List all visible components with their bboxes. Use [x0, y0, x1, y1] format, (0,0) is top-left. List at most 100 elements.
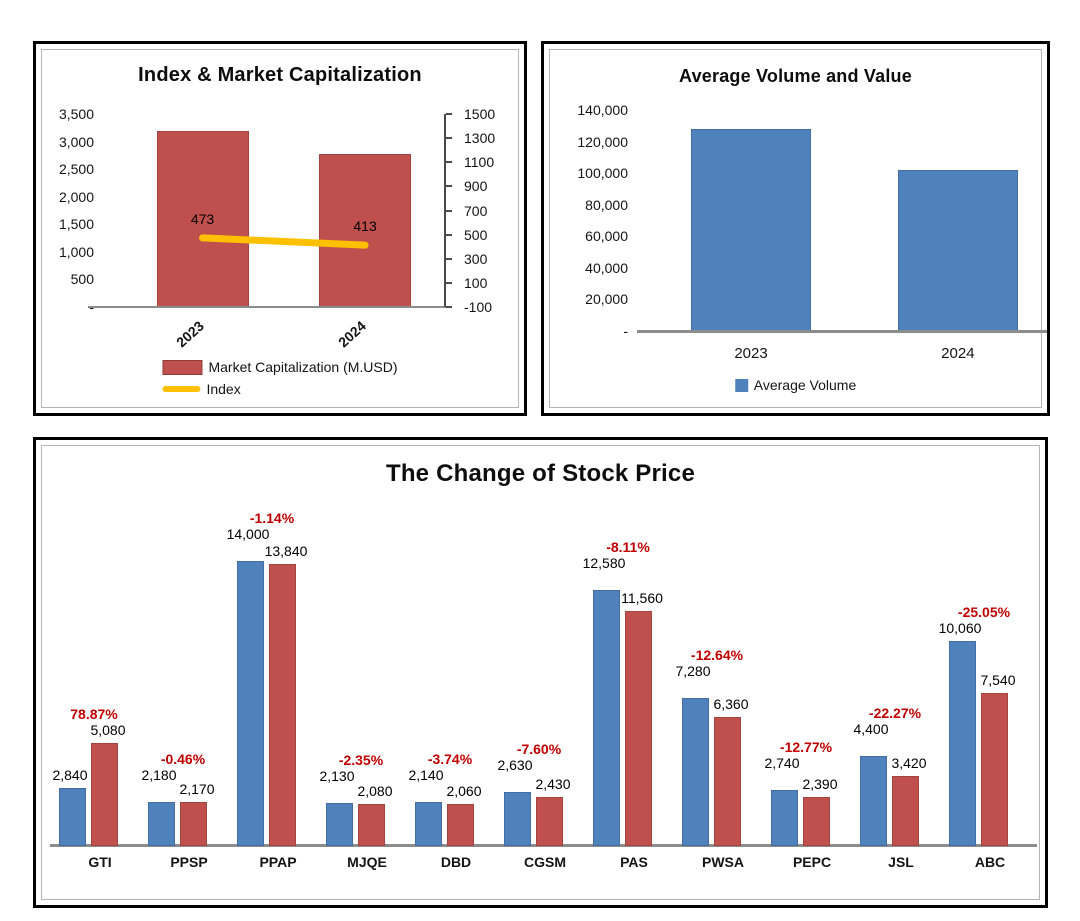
- price-2024-label-PAS: 11,560: [621, 589, 663, 606]
- chart1-right-axis-tick: [446, 209, 452, 212]
- panel-average-volume-frame: Average Volume and Value 140,000 120,000 1…: [549, 49, 1047, 408]
- chart1-title: Index & Market Capitalization: [138, 64, 422, 86]
- price-2023-label-MJQE: 2,130: [319, 767, 355, 784]
- chart2-category-axis: 2023 2024: [647, 345, 1041, 365]
- price-2024-label-GTI: 5,080: [90, 721, 126, 738]
- chart1-right-tick-label: 1100: [464, 154, 495, 171]
- chart3-category-label-PPAP: PPAP: [259, 854, 297, 870]
- price-2024-bar-PEPC: [802, 797, 830, 846]
- chart1-right-tick-label: 500: [464, 226, 488, 243]
- price-2023-label-PWSA: 7,280: [675, 662, 711, 679]
- chart3-plot-area: 2,840 5,080 78.87% 2,180 2,170 -0.46% 14,000 13…: [42, 491, 1045, 847]
- price-2024-bar-GTI: [90, 742, 118, 846]
- chart1-right-tick-label: 300: [464, 250, 488, 267]
- chart1-right-tick-label: -100: [464, 299, 493, 315]
- average-volume-legend-label: Average Volume: [753, 377, 857, 393]
- chart3-category-label-CGSM: CGSM: [524, 854, 566, 870]
- chart3-category-label-PPSP: PPSP: [170, 854, 208, 870]
- average-volume-legend-swatch: [734, 378, 748, 392]
- chart1-right-tick-label: 900: [464, 178, 488, 195]
- chart1-right-axis-tick: [446, 137, 452, 140]
- chart3-category-label-PEPC: PEPC: [792, 854, 832, 870]
- price-2023-bar-PAS: [592, 589, 620, 846]
- price-2023-bar-PPSP: [147, 801, 175, 846]
- price-change-label-JSL: -22.27%: [868, 705, 922, 722]
- chart3-category-label-GTI: GTI: [88, 854, 112, 870]
- price-change-label-MJQE: -2.35%: [338, 751, 384, 768]
- price-2024-label-ABC: 7,540: [980, 671, 1016, 688]
- chart2-y-tick-label: 120,000: [577, 133, 628, 150]
- price-2024-bar-DBD: [446, 804, 474, 846]
- chart1-left-tick-label: 3,000: [58, 133, 94, 150]
- price-2024-bar-MJQE: [357, 803, 385, 846]
- chart3-category-label-MJQE: MJQE: [347, 854, 387, 870]
- price-2023-bar-PPAP: [236, 561, 264, 846]
- chart1-right-tick-label: 700: [464, 202, 488, 219]
- chart1-left-tick-label: 500: [70, 271, 94, 288]
- index-legend-swatch: [162, 386, 201, 392]
- price-2023-bar-PEPC: [770, 790, 798, 846]
- price-2024-label-JSL: 3,420: [891, 755, 927, 772]
- chart3-title: The Change of Stock Price: [385, 460, 696, 487]
- chart2-plot-area: [637, 110, 1047, 333]
- price-2024-label-MJQE: 2,080: [357, 782, 393, 799]
- chart1-right-tick-label: 1300: [464, 130, 496, 147]
- chart1-x-axis-line: [88, 306, 450, 308]
- chart1-left-tick-label: 3,500: [58, 106, 94, 122]
- chart1-right-tick-label: 100: [464, 274, 488, 291]
- chart1-category-label-2023: 2023: [172, 317, 207, 351]
- price-2023-bar-PWSA: [681, 697, 709, 846]
- price-2023-bar-JSL: [859, 756, 887, 846]
- price-change-label-ABC: -25.05%: [957, 604, 1011, 621]
- chart2-y-tick-label: 100,000: [577, 165, 628, 182]
- chart2-y-tick-label: 40,000: [585, 259, 628, 276]
- chart1-legend: Market Capitalization (M.USD) Index: [162, 359, 398, 397]
- chart1-right-axis-tick: [446, 257, 452, 260]
- price-2024-bar-JSL: [891, 776, 919, 846]
- price-2023-label-ABC: 10,060: [938, 620, 982, 637]
- chart2-y-tick-label: 60,000: [585, 228, 628, 245]
- price-2024-bar-CGSM: [535, 796, 563, 846]
- price-2024-label-PPAP: 13,840: [264, 543, 308, 560]
- price-2023-label-DBD: 2,140: [408, 767, 444, 784]
- market-cap-legend-swatch: [162, 359, 203, 375]
- price-change-label-PPAP: -1.14%: [249, 510, 295, 526]
- chart2-x-axis-line: [637, 330, 1047, 333]
- price-2023-label-JSL: 4,400: [853, 721, 889, 738]
- chart3-category-label-ABC: ABC: [974, 854, 1006, 870]
- panel-index-market-cap-frame: Index & Market Capitalization 3,500 3,000…: [41, 49, 519, 408]
- chart1-right-tick-label: 1500: [464, 106, 496, 122]
- chart1-right-axis-line: [444, 114, 446, 307]
- average-volume-bar-2023: [691, 128, 812, 331]
- price-change-label-PEPC: -12.77%: [779, 739, 833, 756]
- market-cap-legend-label: Market Capitalization (M.USD): [208, 359, 398, 375]
- chart2-y-tick-label: 140,000: [577, 102, 628, 118]
- legend-item-average-volume: Average Volume: [734, 377, 857, 393]
- price-change-label-PPSP: -0.46%: [160, 750, 206, 767]
- price-2023-bar-MJQE: [325, 802, 353, 846]
- chart2-y-axis-labels: 140,000 120,000 100,000 80,000 60,000 40,000 2…: [550, 102, 628, 339]
- price-2023-label-GTI: 2,840: [52, 767, 88, 784]
- price-change-label-PWSA: -12.64%: [690, 646, 744, 663]
- chart2-category-label-2023: 2023: [734, 345, 768, 362]
- index-line-series: [199, 234, 369, 249]
- price-2024-label-PPSP: 2,170: [179, 780, 215, 797]
- chart1-category-axis: 2023 2024: [106, 312, 446, 364]
- legend-item-market-cap: Market Capitalization (M.USD): [162, 359, 398, 375]
- price-2023-bar-DBD: [414, 802, 442, 846]
- chart1-left-tick-label: 2,000: [58, 188, 94, 205]
- price-2024-bar-ABC: [980, 692, 1008, 846]
- chart3-category-label-PAS: PAS: [620, 854, 648, 870]
- chart1-category-label-2024: 2024: [335, 317, 370, 351]
- chart1-right-axis-tick: [446, 113, 452, 115]
- chart1-right-axis-tick: [446, 161, 452, 164]
- price-2023-bar-ABC: [948, 641, 976, 846]
- price-change-label-DBD: -3.74%: [427, 751, 473, 768]
- chart3-category-axis: GTI PPSP PPAP MJQE DBD CGSM PAS PWSA PEPC JSL ABC: [42, 854, 1045, 876]
- chart1-right-axis-tick: [446, 306, 452, 308]
- price-change-label-GTI: 78.87%: [70, 705, 118, 722]
- price-2023-label-PAS: 12,580: [582, 554, 626, 571]
- price-2023-label-CGSM: 2,630: [497, 757, 533, 774]
- chart3-category-label-DBD: DBD: [440, 854, 472, 870]
